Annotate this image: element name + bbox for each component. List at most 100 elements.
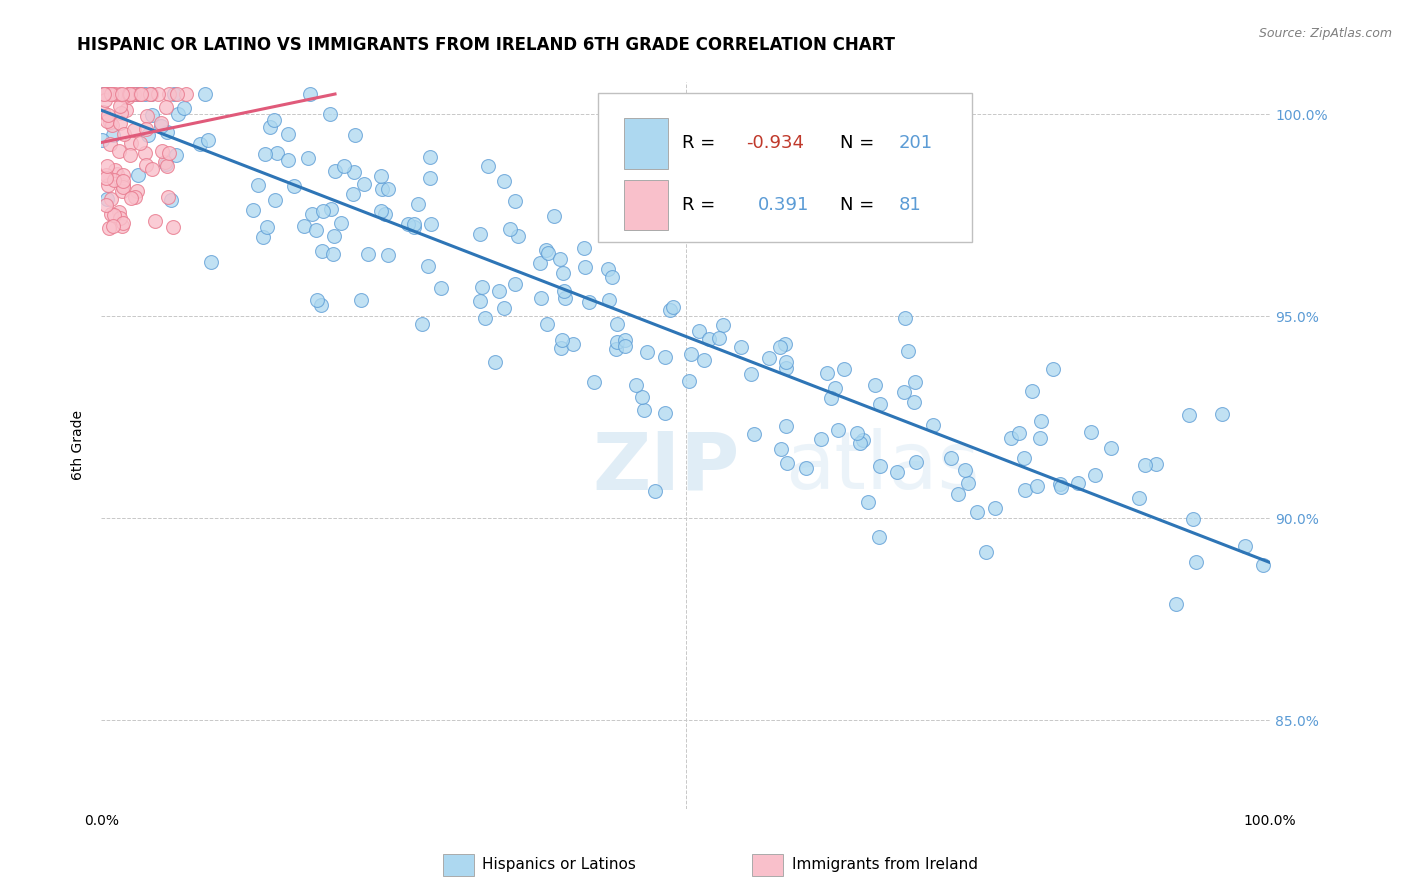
Point [143,214,166,228]
Point [869,459,891,474]
Point [711,318,734,332]
Point [820,391,842,405]
Point [503,277,526,291]
Text: HISPANIC OR LATINO VS IMMIGRANTS FROM IRELAND 6TH GRADE CORRELATION CHART: HISPANIC OR LATINO VS IMMIGRANTS FROM IR… [77,36,896,54]
Text: atlas: atlas [785,428,980,507]
Point [112,174,135,188]
Point [94,168,117,182]
Point [353,178,375,192]
Point [548,252,571,266]
Text: Hispanics or Latinos: Hispanics or Latinos [482,857,636,871]
Point [94,93,117,107]
Point [242,203,264,218]
Point [370,169,392,184]
Point [644,484,666,499]
Point [124,189,146,203]
Point [1067,475,1090,490]
Point [776,456,799,470]
Point [775,337,797,351]
Point [107,204,129,219]
Point [598,293,620,307]
Point [91,105,114,120]
Point [984,501,1007,516]
Text: 201: 201 [898,134,932,153]
Point [598,224,620,238]
Point [112,127,135,141]
Point [613,126,636,140]
Point [141,162,163,177]
Point [614,339,637,353]
Point [948,487,970,501]
Point [897,343,920,358]
Point [1128,491,1150,505]
Point [697,332,720,346]
Text: 81: 81 [898,196,921,214]
Point [129,87,152,102]
Point [155,157,177,171]
Point [135,157,157,171]
Point [1014,483,1036,497]
Point [111,87,134,101]
Point [134,87,156,101]
Point [371,182,394,196]
Point [419,150,441,164]
Point [827,423,849,437]
Point [96,192,118,206]
Point [188,136,211,151]
Point [342,165,364,179]
Point [246,178,269,193]
Point [815,366,838,380]
Point [350,293,373,307]
Point [953,463,976,477]
Point [103,173,125,187]
Point [377,248,399,262]
Point [678,374,700,388]
Point [868,530,890,544]
Point [693,353,716,368]
Point [1028,431,1050,445]
Text: Immigrants from Ireland: Immigrants from Ireland [792,857,977,871]
Point [117,87,139,101]
Point [1012,451,1035,466]
Point [165,148,187,162]
Point [633,402,655,417]
Point [277,153,299,167]
Point [298,87,321,101]
Point [1133,458,1156,472]
Point [330,217,353,231]
Point [311,244,333,258]
Point [893,384,915,399]
Point [307,293,329,307]
Point [125,184,148,198]
Point [402,217,425,231]
Point [332,159,354,173]
Point [108,211,131,225]
Point [96,114,118,128]
Point [707,331,730,345]
Point [550,342,572,356]
Point [128,87,150,101]
Point [1008,426,1031,441]
Point [484,355,506,369]
Point [903,375,925,389]
Point [904,455,927,469]
Point [468,227,491,242]
Point [402,219,425,234]
Point [1080,425,1102,439]
Point [1211,407,1233,421]
FancyBboxPatch shape [598,93,972,242]
Point [606,317,628,331]
Point [1253,558,1275,572]
Point [810,433,832,447]
Y-axis label: 6th Grade: 6th Grade [72,410,86,481]
Point [974,545,997,559]
Point [408,197,430,211]
Point [536,246,558,260]
Point [98,221,121,235]
Point [155,100,177,114]
Point [939,450,962,465]
Point [108,116,131,130]
Point [1025,479,1047,493]
Point [664,208,686,222]
Point [197,133,219,147]
